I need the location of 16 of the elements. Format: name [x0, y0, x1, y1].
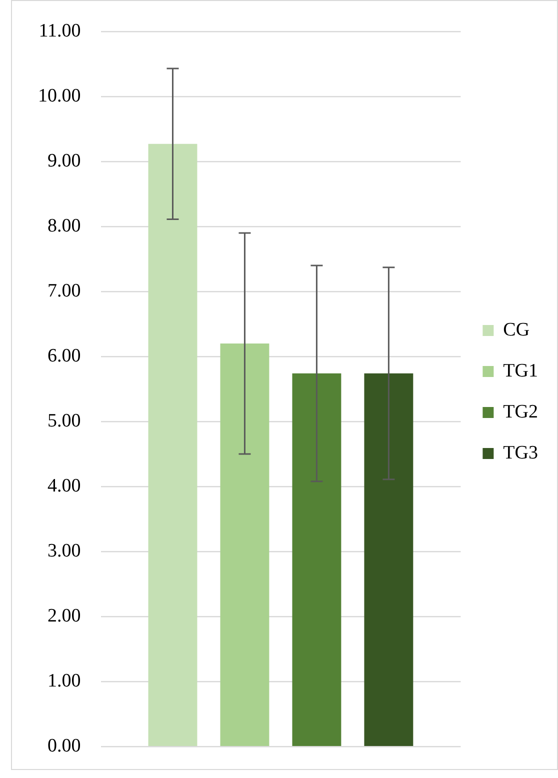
y-tick-label: 1.00 [48, 670, 81, 692]
legend-label: TG1 [503, 360, 538, 382]
y-tick-label: 8.00 [48, 215, 81, 236]
legend-label: TG2 [503, 401, 538, 422]
y-tick-label: 3.00 [48, 540, 81, 562]
legend-label: CG [503, 319, 530, 340]
y-tick-label: 11.00 [38, 20, 81, 42]
y-tick-label: 0.00 [48, 736, 81, 757]
y-tick-label: 7.00 [48, 280, 81, 302]
y-tick-label: 10.00 [38, 85, 81, 106]
y-tick-label: 6.00 [48, 345, 81, 366]
y-tick-label: 9.00 [48, 150, 81, 172]
y-tick-label: 5.00 [48, 410, 81, 432]
y-tick-label: 2.00 [48, 606, 81, 627]
legend-label: TG3 [503, 442, 538, 464]
y-tick-label: 4.00 [48, 476, 81, 497]
